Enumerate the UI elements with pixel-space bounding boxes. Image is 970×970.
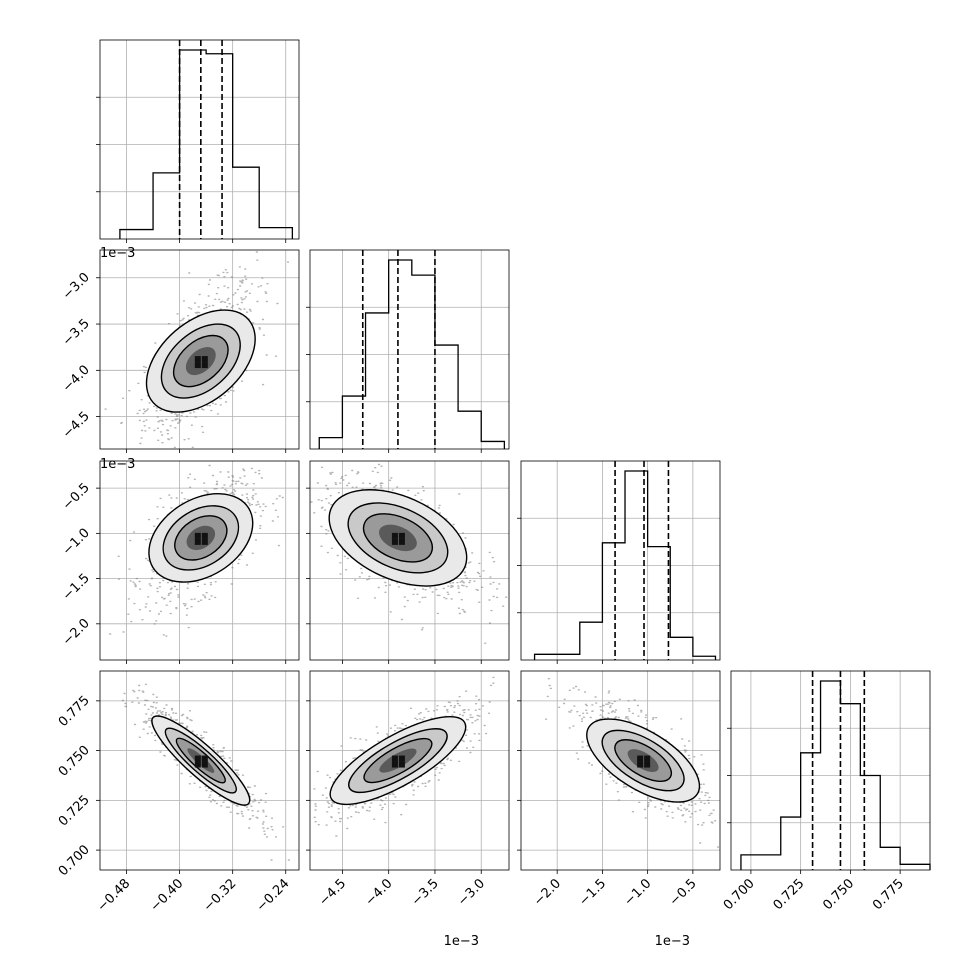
density-peak: [644, 761, 651, 768]
panel-border: [520, 460, 721, 661]
density-peak: [644, 755, 651, 762]
density-peak: [398, 532, 405, 539]
density-peak: [637, 761, 644, 768]
density-peak: [201, 356, 208, 363]
tick-label-x: −0.24: [254, 876, 293, 915]
offset-label-y: 1e−3: [100, 457, 135, 472]
density-peak: [398, 538, 405, 545]
histogram-step: [533, 470, 717, 660]
tick-label-y: 0.750: [56, 743, 93, 780]
tick-label-x: −1.0: [622, 876, 655, 909]
tick-label-x: −4.5: [316, 876, 349, 909]
panel-border: [309, 249, 510, 450]
density-contour: [185, 347, 216, 376]
density-peak: [391, 538, 398, 545]
tick-label-x: −4.0: [363, 876, 396, 909]
panel-border: [309, 460, 510, 661]
offset-label-x: 1e−3: [655, 934, 690, 949]
offset-label-x: 1e−3: [444, 934, 479, 949]
tick-label-x: −0.32: [201, 876, 240, 915]
panel-bg: [100, 40, 299, 239]
density-peak: [194, 356, 201, 363]
tick-label-x: 0.775: [870, 876, 907, 913]
density-peak: [194, 538, 201, 545]
tick-label-x: −0.48: [95, 876, 134, 915]
tick-label-y: 0.775: [56, 693, 93, 730]
tick-label-x: −3.0: [455, 876, 488, 909]
offset-label-y: 1e−3: [100, 246, 135, 261]
density-peak: [201, 532, 208, 539]
tick-label-x: 0.750: [820, 876, 857, 913]
density-peak: [398, 755, 405, 762]
tick-label-x: −1.5: [576, 876, 609, 909]
panel-bg: [731, 671, 930, 870]
tick-label-y: 0.700: [56, 842, 93, 879]
tick-label-y: −1.0: [60, 526, 93, 559]
panel-border: [99, 670, 300, 871]
tick-label-y: 0.725: [56, 793, 93, 830]
tick-label-x: −0.40: [148, 876, 187, 915]
panel-bg: [521, 461, 720, 660]
tick-label-y: −3.0: [60, 270, 93, 303]
tick-label-y: −2.0: [60, 616, 93, 649]
tick-label-x: 0.725: [771, 876, 808, 913]
tick-label-x: −0.5: [667, 876, 700, 909]
panel-bg: [310, 250, 509, 449]
panel-border: [99, 460, 300, 661]
panel-border: [309, 670, 510, 871]
density-peak: [398, 761, 405, 768]
density-peak: [201, 538, 208, 545]
density-peak: [194, 362, 201, 369]
density-peak: [637, 755, 644, 762]
density-peak: [194, 761, 201, 768]
tick-label-y: −3.5: [60, 316, 93, 349]
panel-border: [99, 249, 300, 450]
density-peak: [201, 362, 208, 369]
tick-label-x: −3.5: [409, 876, 442, 909]
density-peak: [194, 755, 201, 762]
density-peak: [391, 761, 398, 768]
tick-label-y: −0.5: [60, 480, 93, 513]
tick-label-x: −2.0: [531, 876, 564, 909]
density-peak: [201, 755, 208, 762]
density-peak: [194, 532, 201, 539]
panel-border: [99, 39, 300, 240]
histogram-step: [119, 49, 294, 239]
density-peak: [201, 761, 208, 768]
density-peak: [391, 755, 398, 762]
panel-border: [520, 670, 721, 871]
panel-border: [730, 670, 931, 871]
tick-label-y: −1.5: [60, 571, 93, 604]
tick-label-x: 0.700: [721, 876, 758, 913]
histogram-step: [318, 259, 506, 449]
density-contour: [186, 525, 216, 551]
tick-label-y: −4.0: [60, 363, 93, 396]
density-peak: [391, 532, 398, 539]
tick-label-y: −4.5: [60, 409, 93, 442]
